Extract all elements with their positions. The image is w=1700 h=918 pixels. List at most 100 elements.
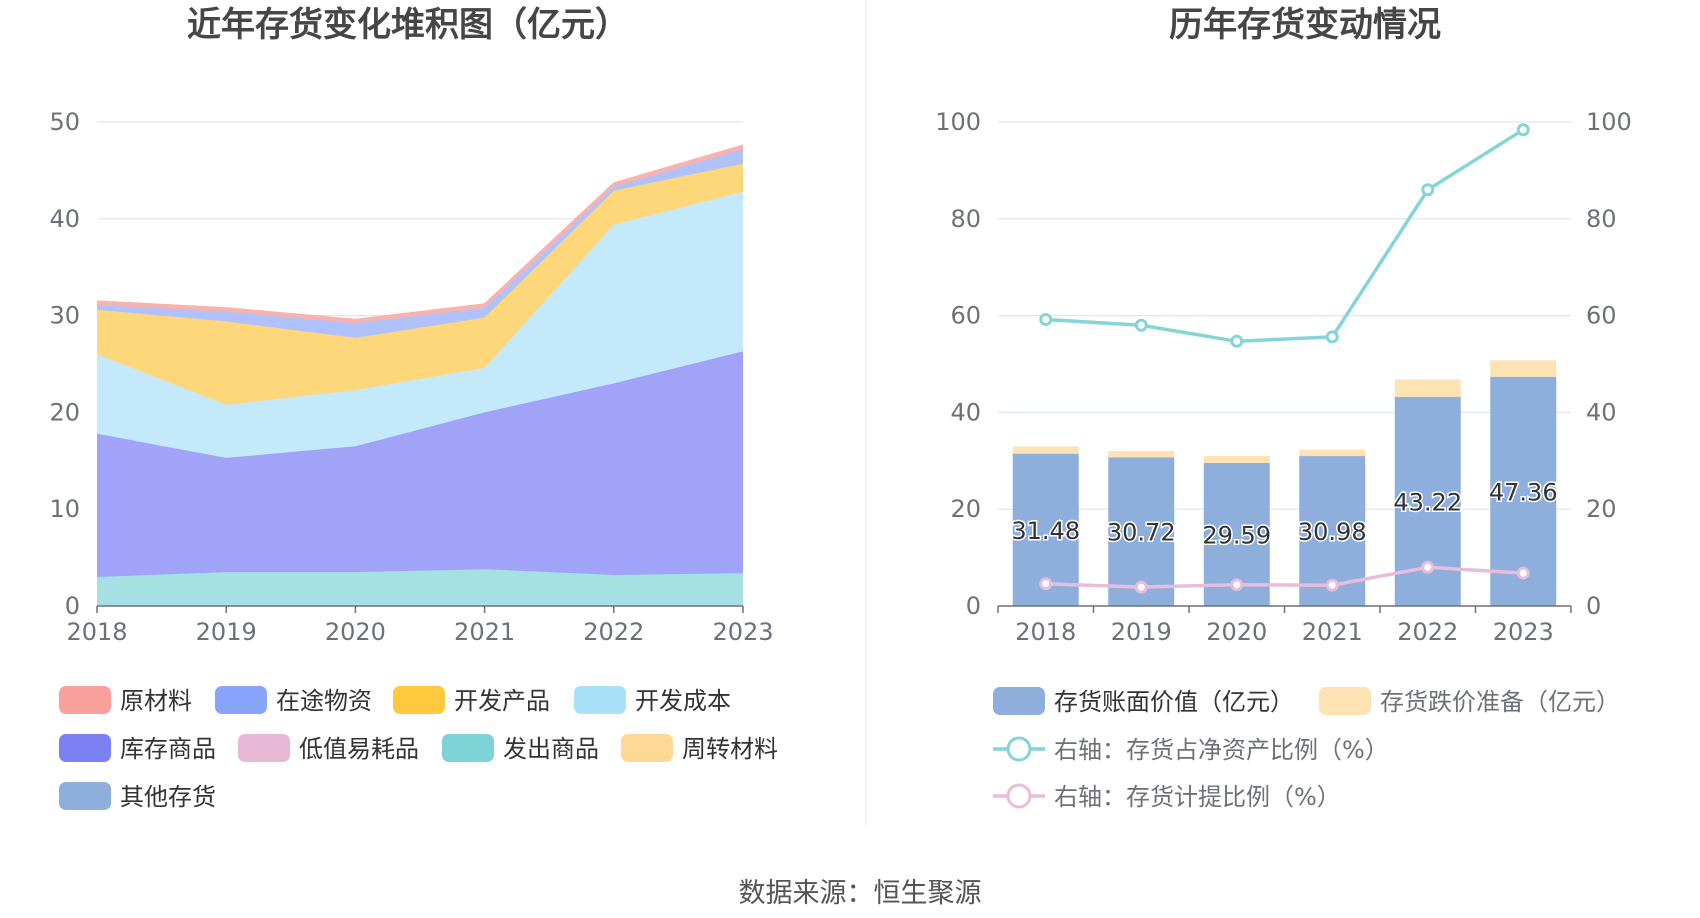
right-y2-tick-label: 20: [1586, 495, 1617, 523]
left-x-tick-label: 2018: [66, 618, 127, 646]
right-axes: 0 20 40 60 80 100 0 20 40 60 80 100 2018 2019 2020 2021…: [935, 108, 1632, 646]
area-edge-开发产品: [96, 162, 744, 339]
legend-swatch-marker: [1006, 736, 1032, 762]
left-y-tick-label: 0: [65, 592, 80, 620]
line-point: [1039, 312, 1053, 326]
right-lines: [1039, 123, 1530, 594]
right-bar-labels: 31.48 30.72 29.59 30.98 43.22 47.36: [1010, 477, 1559, 551]
legend-item-存货账面价值（亿元）[interactable]: 存货账面价值（亿元）: [993, 687, 1294, 716]
legend-label: 低值易耗品: [299, 735, 419, 763]
left-y-tick-label: 50: [49, 108, 80, 136]
bar-存货跌价准备（亿元）: [1012, 446, 1079, 454]
legend-item-开发成本[interactable]: 开发成本: [574, 686, 731, 715]
line-point: [1134, 318, 1148, 332]
bar-存货跌价准备（亿元）: [1490, 360, 1557, 377]
legend-item-周转材料[interactable]: 周转材料: [621, 734, 778, 763]
line-右轴：存货占净资产比例（%）: [1045, 128, 1525, 344]
legend-label: 存货跌价准备（亿元）: [1380, 688, 1620, 716]
legend-label: 发出商品: [503, 735, 599, 763]
bar-value-label: 30.98: [1298, 518, 1367, 546]
left-axes: 0 10 20 30 40 50 2018 2019 2020 2021 2022 2023: [49, 108, 773, 646]
legend-label: 在途物资: [276, 687, 372, 715]
line-point: [1516, 566, 1530, 580]
legend-swatch: [393, 686, 445, 714]
right-y2-tick-label: 80: [1586, 205, 1617, 233]
area-edge-原材料: [96, 144, 744, 321]
area-开发产品: [97, 163, 743, 405]
line-point: [1325, 578, 1339, 592]
right-y-tick-label: 40: [950, 398, 981, 426]
area-edge-库存商品: [96, 350, 744, 459]
legend-swatch: [1319, 687, 1371, 715]
line-point: [1421, 560, 1435, 574]
legend-item-存货跌价准备（亿元）[interactable]: 存货跌价准备（亿元）: [1319, 687, 1620, 716]
legend-item-发出商品[interactable]: 发出商品: [442, 734, 599, 763]
line-point: [1039, 577, 1053, 591]
area-开发成本: [97, 191, 743, 458]
bar-存货跌价准备（亿元）: [1394, 379, 1461, 397]
area-发出商品: [97, 569, 743, 606]
legend-label: 右轴：存货占净资产比例（%）: [1054, 736, 1389, 764]
area-原材料: [97, 145, 743, 324]
right-x-tick-label: 2019: [1111, 618, 1172, 646]
stacked-area-chart: 近年存货变化堆积图（亿元） 0 10 20 30 40 50 2018 2019 2020 202…: [49, 5, 778, 811]
line-point: [1421, 183, 1435, 197]
bar-value-label: 30.72: [1107, 519, 1176, 547]
line-point: [1325, 330, 1339, 344]
left-x-tick-label: 2020: [325, 618, 386, 646]
legend-swatch-marker: [1006, 783, 1032, 809]
legend-item-右轴：存货计提比例（%）[interactable]: 右轴：存货计提比例（%）: [993, 783, 1341, 811]
legend-label: 其他存货: [120, 783, 216, 811]
legend-item-开发产品[interactable]: 开发产品: [393, 686, 550, 715]
legend-item-低值易耗品[interactable]: 低值易耗品: [238, 734, 419, 763]
legend-label: 开发产品: [454, 687, 550, 715]
right-y-tick-label: 20: [950, 495, 981, 523]
legend-swatch: [621, 734, 673, 762]
left-chart-title: 近年存货变化堆积图（亿元）: [187, 5, 629, 45]
bar-value-label: 47.36: [1489, 478, 1558, 506]
bar-value-label: 43.22: [1393, 488, 1462, 516]
bar-存货跌价准备（亿元）: [1299, 449, 1366, 457]
left-y-tick-label: 40: [49, 205, 80, 233]
line-point: [1230, 334, 1244, 348]
line-右轴：存货计提比例（%）: [1045, 565, 1524, 589]
legend-swatch: [574, 686, 626, 714]
left-y-tick-label: 30: [49, 302, 80, 330]
right-y-tick-label: 0: [966, 592, 981, 620]
left-area-series: [96, 144, 744, 606]
right-chart-title: 历年存货变动情况: [1169, 5, 1441, 45]
left-y-tick-label: 20: [49, 398, 80, 426]
right-y2-tick-label: 60: [1586, 302, 1617, 330]
legend-item-在途物资[interactable]: 在途物资: [215, 686, 372, 715]
legend-item-原材料[interactable]: 原材料: [59, 686, 192, 715]
area-库存商品: [97, 351, 743, 577]
line-point: [1230, 578, 1244, 592]
legend-item-右轴：存货占净资产比例（%）[interactable]: 右轴：存货占净资产比例（%）: [993, 736, 1389, 764]
left-x-tick-label: 2022: [583, 618, 644, 646]
area-edge-发出商品: [96, 568, 744, 578]
legend-swatch: [215, 686, 267, 714]
line-point: [1516, 123, 1530, 137]
legend-swatch: [59, 734, 111, 762]
legend-label: 开发成本: [635, 687, 731, 715]
legend-item-库存商品[interactable]: 库存商品: [59, 734, 216, 763]
right-legend: 存货账面价值（亿元） 存货跌价准备（亿元） 右轴：存货占净资产比例（%） 右轴：存货计…: [993, 687, 1620, 811]
right-y-tick-label: 80: [950, 205, 981, 233]
bar-存货跌价准备（亿元）: [1108, 451, 1175, 458]
right-y-tick-label: 100: [935, 108, 981, 136]
right-x-tick-label: 2018: [1015, 618, 1076, 646]
right-y2-tick-label: 40: [1586, 398, 1617, 426]
right-y2-tick-label: 0: [1586, 592, 1601, 620]
legend-item-其他存货[interactable]: 其他存货: [59, 782, 216, 811]
legend-swatch: [993, 687, 1045, 715]
right-gridlines: [998, 121, 1571, 510]
legend-swatch: [59, 782, 111, 810]
left-x-tick-label: 2019: [196, 618, 257, 646]
legend-label: 库存商品: [120, 735, 216, 763]
legend-label: 存货账面价值（亿元）: [1054, 688, 1294, 716]
right-x-tick-label: 2023: [1493, 618, 1554, 646]
data-source: 数据来源：恒生聚源: [739, 878, 982, 909]
